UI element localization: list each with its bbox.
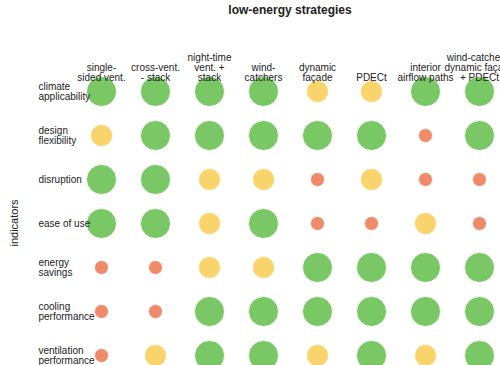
svg-text:ease of use: ease of use (39, 218, 91, 229)
svg-text:PDECt: PDECt (356, 72, 387, 83)
svg-text:disruption: disruption (39, 174, 82, 185)
svg-text:energysavings: energysavings (39, 257, 73, 278)
svg-text:wind-catcher +dynamic façade+: wind-catcher +dynamic façade+ PDECt (444, 52, 500, 83)
svg-text:ventilationperformance: ventilationperformance (39, 345, 96, 365)
svg-text:night-timevent. +stack: night-timevent. +stack (188, 52, 232, 83)
svg-text:designflexibility: designflexibility (39, 125, 77, 146)
svg-text:cross-vent.- stack: cross-vent.- stack (131, 62, 180, 83)
svg-text:single-sided vent.: single-sided vent. (77, 62, 125, 83)
html-text:interior: interior (410, 61, 441, 73)
html-text:low-energy strategies: low-energy strategies (228, 3, 352, 17)
svg-text:indicators: indicators (8, 199, 20, 247)
svg-text:coolingperformance: coolingperformance (39, 301, 96, 322)
html-text:airflow paths: airflow paths (397, 71, 454, 83)
svg-text:dynamicfaçade: dynamicfaçade (299, 62, 336, 83)
svg-text:climateapplicability: climateapplicability (39, 81, 91, 102)
svg-text:wind-catchers: wind-catchers (245, 62, 283, 83)
